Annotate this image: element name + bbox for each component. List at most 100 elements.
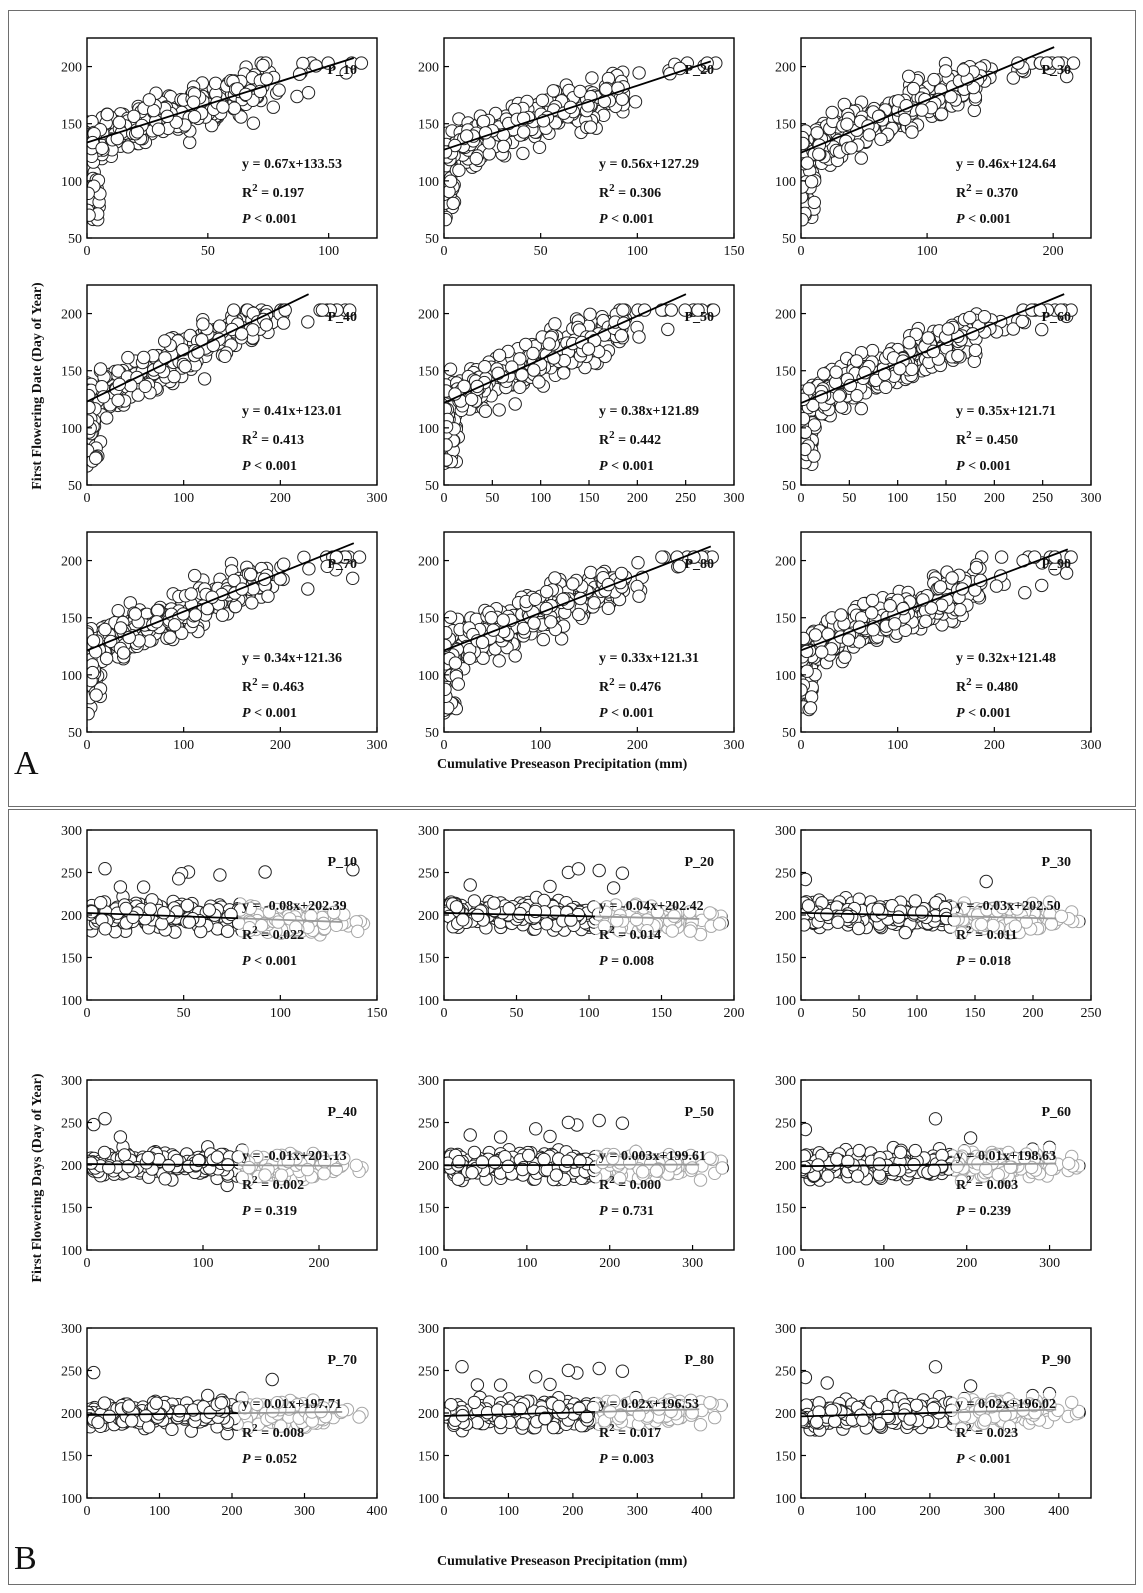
data-point bbox=[1054, 303, 1068, 317]
data-point bbox=[854, 151, 868, 165]
data-point bbox=[891, 910, 906, 924]
data-point bbox=[143, 902, 158, 916]
data-point bbox=[113, 880, 128, 894]
data-point bbox=[492, 654, 506, 668]
data-point bbox=[444, 212, 453, 227]
data-point bbox=[467, 894, 482, 908]
data-point bbox=[178, 359, 192, 374]
x-tick-label: 0 bbox=[441, 738, 448, 753]
data-point bbox=[151, 122, 166, 136]
regression-line bbox=[800, 46, 1055, 154]
regression-equation: y = 0.34x+121.36 bbox=[242, 651, 342, 666]
data-point bbox=[661, 322, 675, 337]
x-tick-label: 100 bbox=[887, 491, 908, 506]
x-tick-label: 200 bbox=[984, 738, 1005, 753]
data-point bbox=[301, 315, 315, 329]
regression-equation: y = 0.56x+127.29 bbox=[599, 157, 699, 172]
stats-backdrop bbox=[952, 153, 1084, 225]
regression-equation: y = 0.32x+121.48 bbox=[956, 651, 1056, 666]
data-point bbox=[678, 303, 692, 317]
y-tick-label: 150 bbox=[61, 952, 82, 967]
data-point bbox=[354, 56, 369, 70]
data-point bbox=[121, 350, 135, 365]
data-point bbox=[599, 82, 613, 96]
data-point bbox=[117, 1148, 132, 1162]
data-point bbox=[989, 579, 1004, 593]
data-point bbox=[571, 862, 586, 876]
data-point bbox=[831, 915, 845, 929]
data-point bbox=[127, 109, 141, 124]
y-tick-label: 300 bbox=[61, 824, 82, 839]
y-tick-label: 150 bbox=[418, 612, 439, 627]
x-tick-label: 200 bbox=[1043, 244, 1064, 259]
stats-backdrop bbox=[238, 400, 370, 472]
p-value: P < 0.001 bbox=[242, 954, 297, 969]
data-point bbox=[1035, 578, 1049, 593]
data-point bbox=[142, 93, 157, 107]
data-point bbox=[508, 397, 522, 411]
data-point bbox=[457, 379, 471, 393]
data-point bbox=[213, 319, 227, 333]
data-point bbox=[89, 688, 103, 702]
axes-frame bbox=[443, 37, 735, 239]
x-tick-label: 50 bbox=[177, 1006, 191, 1021]
data-point bbox=[456, 913, 470, 927]
data-point bbox=[834, 608, 848, 622]
data-point bbox=[119, 901, 133, 916]
data-point bbox=[802, 382, 816, 396]
data-point bbox=[452, 163, 466, 178]
y-tick-label: 150 bbox=[418, 118, 439, 133]
data-point bbox=[111, 393, 125, 407]
data-point bbox=[111, 604, 125, 618]
data-point bbox=[631, 556, 645, 570]
subplot-title: P_70 bbox=[327, 557, 357, 572]
data-point bbox=[994, 550, 1009, 564]
y-tick-label: 100 bbox=[61, 669, 82, 684]
data-point bbox=[801, 899, 816, 913]
data-point bbox=[807, 449, 821, 463]
data-point bbox=[548, 317, 562, 331]
data-point bbox=[632, 330, 646, 344]
p-value: P < 0.001 bbox=[956, 212, 1011, 227]
data-point bbox=[346, 571, 360, 585]
data-point bbox=[832, 389, 846, 403]
data-point bbox=[469, 151, 483, 166]
data-point bbox=[1006, 322, 1020, 336]
data-point bbox=[801, 213, 809, 227]
data-point bbox=[592, 863, 606, 878]
regression-equation: y = 0.38x+121.89 bbox=[599, 404, 699, 419]
data-point bbox=[292, 67, 307, 81]
data-point bbox=[979, 874, 993, 889]
data-point bbox=[151, 603, 165, 618]
data-point bbox=[838, 650, 852, 664]
y-tick-label: 150 bbox=[775, 365, 796, 380]
x-tick-label: 50 bbox=[485, 491, 499, 506]
y-tick-label: 50 bbox=[68, 479, 82, 494]
x-tick-label: 200 bbox=[627, 738, 648, 753]
panel-a-xlabel: Cumulative Preseason Precipitation (mm) bbox=[437, 757, 688, 772]
data-point bbox=[463, 651, 477, 665]
stats-backdrop bbox=[952, 647, 1084, 719]
data-point bbox=[883, 599, 897, 613]
data-point bbox=[906, 81, 921, 96]
p-value: P < 0.001 bbox=[242, 706, 297, 721]
stats-backdrop bbox=[238, 895, 370, 967]
y-tick-label: 100 bbox=[775, 175, 796, 190]
data-point bbox=[496, 139, 511, 154]
data-point bbox=[245, 596, 259, 610]
data-point bbox=[272, 83, 286, 97]
data-point bbox=[815, 645, 829, 659]
data-point bbox=[557, 366, 571, 380]
data-point bbox=[585, 71, 599, 85]
data-point bbox=[1018, 586, 1032, 600]
stats-backdrop bbox=[238, 647, 370, 719]
data-point bbox=[673, 61, 687, 76]
x-tick-label: 150 bbox=[651, 1006, 672, 1021]
data-point bbox=[632, 66, 646, 80]
data-point bbox=[112, 115, 127, 130]
